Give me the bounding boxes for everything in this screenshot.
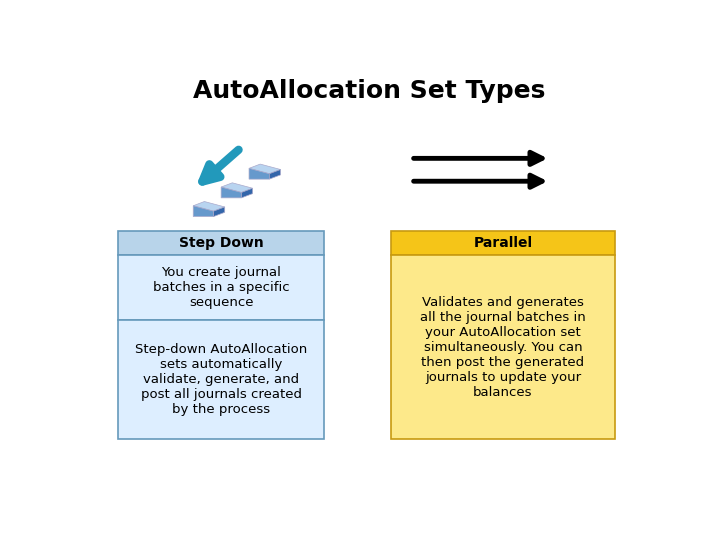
Polygon shape [241, 188, 253, 198]
Polygon shape [269, 170, 281, 179]
FancyBboxPatch shape [118, 255, 324, 320]
Polygon shape [249, 168, 269, 179]
FancyBboxPatch shape [392, 255, 615, 439]
Polygon shape [221, 187, 241, 198]
Polygon shape [193, 206, 214, 217]
Polygon shape [193, 201, 225, 211]
Text: You create journal
batches in a specific
sequence: You create journal batches in a specific… [153, 266, 289, 309]
Polygon shape [221, 183, 253, 192]
Text: Validates and generates
all the journal batches in
your AutoAllocation set
simul: Validates and generates all the journal … [420, 295, 586, 399]
Text: AutoAllocation Set Types: AutoAllocation Set Types [193, 79, 545, 103]
Text: Parallel: Parallel [473, 236, 533, 250]
FancyBboxPatch shape [118, 320, 324, 439]
Text: Step-down AutoAllocation
sets automatically
validate, generate, and
post all jou: Step-down AutoAllocation sets automatica… [135, 343, 307, 416]
FancyBboxPatch shape [118, 231, 324, 255]
Polygon shape [249, 164, 281, 174]
Polygon shape [214, 207, 225, 217]
Text: Step Down: Step Down [179, 236, 264, 250]
FancyBboxPatch shape [392, 231, 615, 255]
